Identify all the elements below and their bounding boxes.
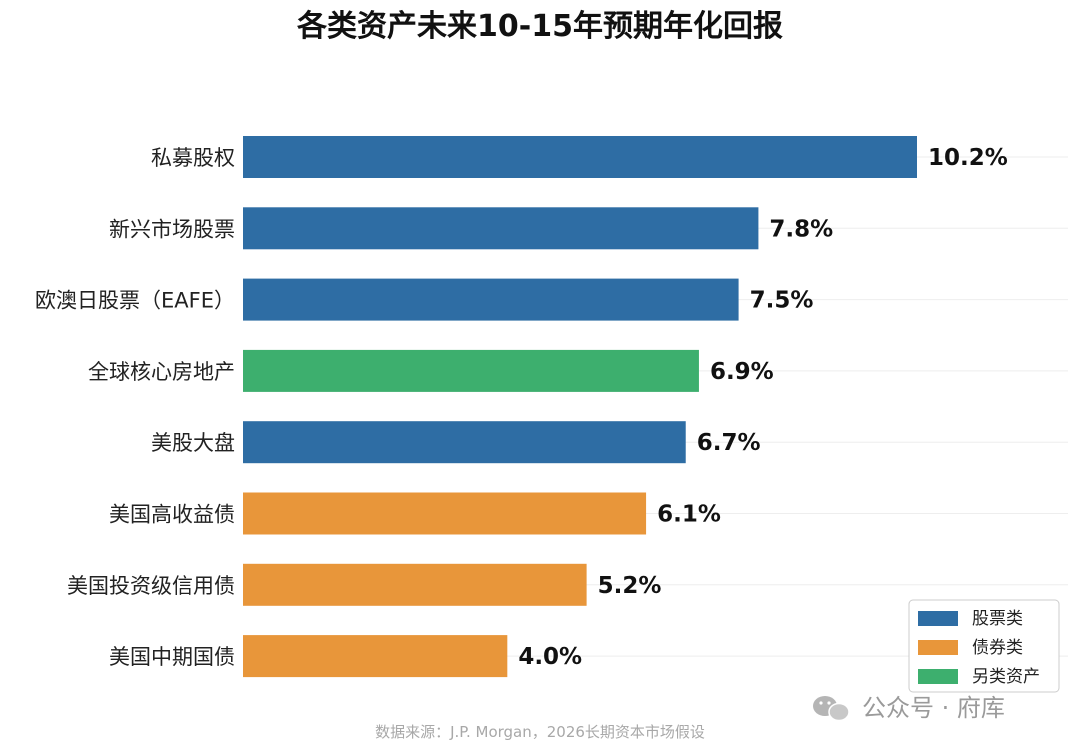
category-label: 私募股权 [151,146,235,170]
bar [243,136,917,178]
category-label: 欧澳日股票（EAFE） [35,289,235,313]
value-label: 5.2% [598,573,662,599]
bar [243,207,759,250]
watermark-text: 公众号 · 府库 [862,694,1005,722]
watermark: 公众号 · 府库 [813,694,1005,722]
legend-label: 股票类 [972,609,1023,629]
legend-label: 债券类 [972,638,1023,658]
bar [243,563,587,606]
value-label: 7.5% [750,288,814,314]
bar [243,349,699,392]
value-label: 6.1% [657,502,721,528]
wechat-icon [813,696,850,722]
legend-swatch [918,640,958,655]
labels: 私募股权 10.2% 新兴市场股票 7.8% 欧澳日股票（EAFE） 7.5% 全球核心房地… [35,145,1008,670]
value-label: 7.8% [769,216,833,242]
category-label: 新兴市场股票 [109,217,235,241]
value-label: 6.7% [697,430,761,456]
category-label: 美国中期国债 [109,645,235,669]
legend-label: 另类资产 [972,667,1040,687]
legend-swatch [918,611,958,626]
value-label: 4.0% [518,644,582,670]
category-label: 全球核心房地产 [88,360,235,384]
bar [243,492,647,535]
legend-swatch [918,669,958,684]
bar [243,278,739,321]
bar [243,635,508,678]
value-label: 6.9% [710,359,774,385]
category-label: 美股大盘 [151,431,235,455]
category-label: 美国投资级信用债 [67,574,235,598]
bars [243,136,917,678]
source-note: 数据来源：J.P. Morgan，2026长期资本市场假设 [375,723,705,741]
category-label: 美国高收益债 [109,503,235,527]
chart-title: 各类资产未来10-15年预期年化回报 [296,9,783,44]
value-label: 10.2% [928,145,1008,171]
bar [243,421,686,464]
